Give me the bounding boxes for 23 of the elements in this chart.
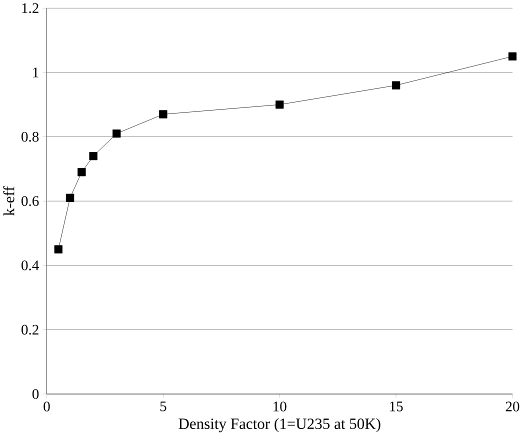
- point: [392, 81, 400, 90]
- y-tick-label: 0.8: [22, 132, 39, 142]
- point: [66, 194, 74, 202]
- point: [89, 152, 98, 160]
- point: [508, 52, 517, 60]
- y-tick-label: 0: [32, 388, 39, 399]
- y-axis-title: k-eff: [3, 186, 14, 216]
- point: [159, 110, 168, 118]
- point: [54, 245, 62, 254]
- x-axis-title: Density Factor (1=U235 at 50K): [178, 418, 380, 432]
- point: [78, 168, 86, 176]
- y-tick-label: 0.6: [22, 196, 39, 206]
- x-tick-label: 15: [390, 401, 403, 412]
- x-tick-label: 5: [160, 401, 166, 412]
- y-tick-label: 0.2: [22, 324, 38, 334]
- point: [276, 100, 284, 108]
- x-tick-label: 20: [506, 401, 520, 412]
- point: [112, 129, 121, 138]
- y-tick-label: 1: [33, 67, 38, 78]
- x-tick-label: 10: [274, 401, 286, 412]
- y-tick-label: 1.2: [22, 3, 38, 13]
- y-tick-label: 0.4: [22, 260, 39, 270]
- x-tick-label: 0: [44, 401, 50, 412]
